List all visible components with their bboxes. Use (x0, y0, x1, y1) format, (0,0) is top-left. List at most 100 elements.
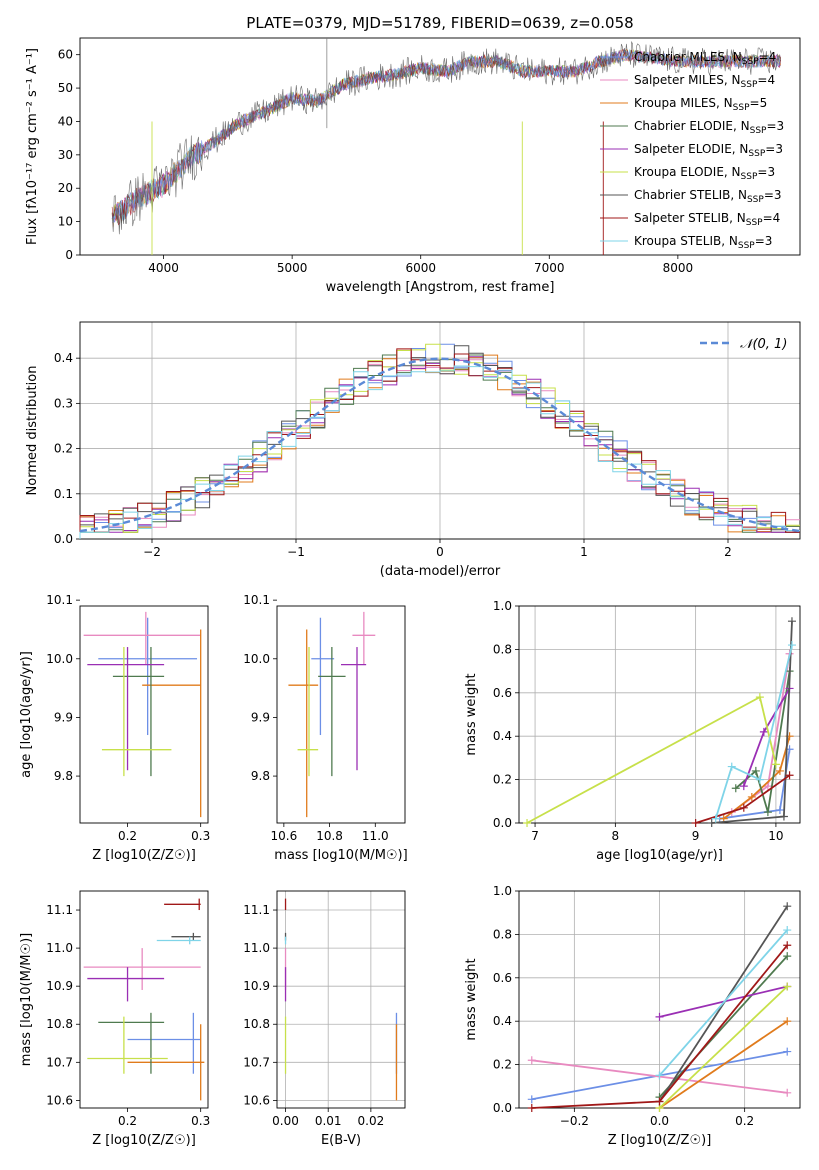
legend-label: Chabrier STELIB, NSSP=3 (634, 188, 782, 205)
x-axis-label: age [log10(age/yr)] (596, 848, 723, 863)
x-tick-label: 8 (612, 829, 620, 843)
y-axis-label: mass weight (464, 673, 479, 755)
legend-label-tail: =3 (766, 119, 784, 133)
weight-marker (779, 812, 788, 821)
weight-line (658, 1020, 788, 1109)
y-tick-label: 10.0 (243, 652, 270, 666)
y-tick-label: 10.9 (243, 979, 270, 993)
x-tick-label: 0 (436, 545, 444, 559)
x-axis-label: mass [log10(M/M☉)] (274, 848, 407, 863)
y-tick-label: 60 (58, 48, 73, 62)
weight-line (714, 644, 793, 819)
weight-marker (751, 766, 760, 775)
weight-line (719, 749, 791, 820)
y-tick-label: 10 (58, 215, 73, 229)
axes-frame (79, 890, 209, 1109)
x-tick-label: 0.02 (358, 1114, 385, 1128)
legend-label: Kroupa ELODIE, NSSP=3 (634, 165, 775, 182)
y-tick-label: 10.9 (46, 979, 73, 993)
y-tick-label: 0.0 (493, 1101, 512, 1115)
weight-marker (527, 1104, 536, 1112)
z-weight-panel: −0.2 0.0 0.2 0.0 0.2 0.4 0.6 0.8 1.0 Z [log10(Z/Z… (464, 884, 801, 1148)
y-tick-label: 10.8 (243, 1017, 270, 1031)
y-tick-label: 0.1 (54, 487, 73, 501)
y-tick-label: 50 (58, 81, 73, 95)
weight-marker (707, 819, 716, 827)
z-mass-panel: 0.2 0.3 10.6 10.7 10.8 10.9 11.0 11.1 Z [log10(Z… (19, 890, 210, 1148)
y-axis-label: mass [log10(M/M☉)] (19, 933, 34, 1066)
y-tick-label: 11.0 (46, 941, 73, 955)
y-tick-label: 0.4 (493, 729, 512, 743)
legend-label-text: Salpeter STELIB, N (634, 211, 746, 225)
y-tick-label: 1.0 (493, 599, 512, 613)
mass-age-panel: 10.6 10.8 11.0 9.8 9.9 10.0 10.1 mass [log10(M/… (243, 593, 407, 863)
x-tick-label: 8000 (663, 261, 694, 275)
age-weight-panel: 7 8 9 10 0.0 0.2 0.4 0.6 0.8 1.0 age [log10(age/yr… (464, 599, 801, 863)
legend-label-sub: SSP (746, 218, 763, 228)
legend-label: Salpeter MILES, NSSP=4 (634, 73, 775, 90)
y-tick-label: 10.6 (243, 1093, 270, 1107)
legend-label: Salpeter STELIB, NSSP=4 (634, 211, 780, 228)
x-tick-label: 10.6 (270, 829, 297, 843)
weight-marker (527, 1056, 536, 1065)
legend-label-sub: SSP (747, 195, 764, 205)
legend-label-text: Chabrier ELODIE, N (634, 119, 750, 133)
weight-marker (655, 1012, 664, 1021)
legend-label: Salpeter ELODIE, NSSP=3 (634, 142, 783, 159)
x-axis-label: (data-model)/error (380, 564, 501, 579)
x-tick-label: 0.01 (315, 1114, 342, 1128)
legend-label-sub: SSP (748, 149, 765, 159)
legend-label: Kroupa STELIB, NSSP=3 (634, 234, 772, 251)
x-tick-label: 1 (580, 545, 588, 559)
weight-marker (785, 771, 794, 780)
y-tick-label: 0.3 (54, 396, 73, 410)
weight-line (658, 955, 788, 1098)
y-tick-label: 10.0 (46, 652, 73, 666)
legend-label-sub: SSP (738, 241, 755, 251)
legend-label-text: Chabrier STELIB, N (634, 188, 747, 202)
y-tick-label: 10.6 (46, 1093, 73, 1107)
weight-line (723, 735, 791, 820)
x-tick-label: 0.00 (272, 1114, 299, 1128)
y-tick-label: 0.0 (493, 816, 512, 830)
y-axis-label: Normed distribution (25, 366, 40, 496)
x-tick-label: 7000 (534, 261, 565, 275)
weight-marker (783, 926, 792, 935)
legend-label-tail: =3 (764, 188, 782, 202)
y-tick-label: 9.9 (251, 710, 270, 724)
weight-marker (739, 803, 748, 812)
y-tick-label: 11.1 (243, 903, 270, 917)
points-group (284, 898, 398, 1101)
legend-label: Chabrier MILES, NSSP=4 (634, 50, 776, 67)
y-tick-label: 10.7 (46, 1055, 73, 1069)
y-tick-label: 10.8 (46, 1017, 73, 1031)
y-tick-label: 9.9 (54, 710, 73, 724)
weight-marker (755, 693, 764, 702)
legend-label-sub: SSP (741, 172, 758, 182)
x-tick-label: 2 (724, 545, 732, 559)
x-tick-label: 4000 (148, 261, 179, 275)
axes-frame (518, 605, 801, 824)
legend-label-tail: =4 (759, 50, 777, 64)
legend-label-sub: SSP (750, 126, 767, 136)
legend-label-sub: SSP (741, 80, 758, 90)
weight-marker (739, 782, 748, 791)
legend-label-text: Kroupa STELIB, N (634, 234, 738, 248)
spectrum-panel: 4000 5000 6000 7000 8000 0 10 20 30 40 50 60 wavelen… (25, 37, 801, 295)
legend-label-sub: SSP (742, 57, 759, 67)
axes-frame (276, 890, 406, 1109)
legend-label-tail: =3 (755, 234, 773, 248)
weight-marker (783, 952, 792, 961)
weight-marker (783, 902, 792, 911)
weight-marker (759, 727, 768, 736)
legend-label-text: Kroupa ELODIE, N (634, 165, 741, 179)
weight-marker (527, 1095, 536, 1104)
points-group (83, 611, 202, 818)
x-tick-label: 0.3 (191, 829, 210, 843)
weight-marker (787, 641, 796, 650)
legend-label-sub: SSP (733, 103, 750, 113)
y-tick-label: 11.1 (46, 903, 73, 917)
x-tick-label: 0.2 (118, 829, 137, 843)
y-tick-label: 11.0 (243, 941, 270, 955)
y-tick-label: 0.2 (493, 1058, 512, 1072)
